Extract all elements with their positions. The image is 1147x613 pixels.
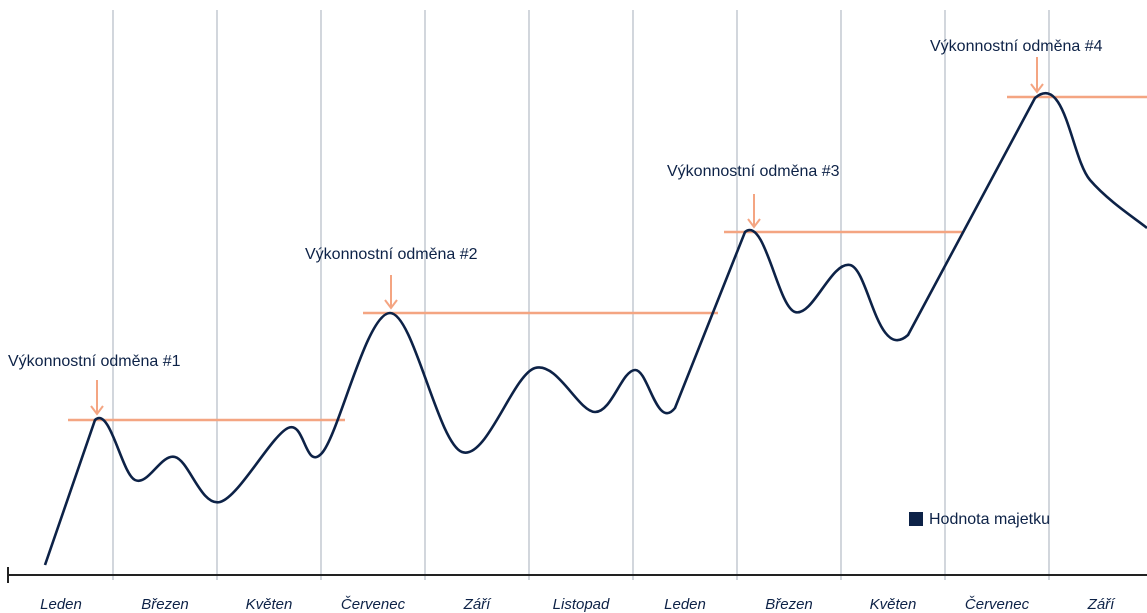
legend-swatch [909, 512, 923, 526]
x-tick-label: Září [1087, 596, 1117, 613]
legend-label: Hodnota majetku [929, 511, 1050, 528]
x-tick-label: Březen [141, 596, 189, 613]
x-labels: Leden Březen Květen Červenec Září Listopad Led… [40, 596, 1116, 613]
annotation: Výkonnostní odměna #3 [667, 163, 840, 180]
x-tick-label: Červenec [341, 596, 406, 613]
x-tick-label: Září [463, 596, 493, 613]
x-tick-label: Březen [765, 596, 813, 613]
x-tick-label: Květen [870, 596, 917, 613]
x-tick-label: Listopad [553, 596, 610, 613]
x-tick-label: Leden [40, 596, 82, 613]
arrows [90, 57, 1044, 416]
asset-value-line [43, 92, 1147, 566]
x-tick-label: Leden [664, 596, 706, 613]
annotation: Výkonnostní odměna #4 [930, 38, 1103, 55]
annotation: Výkonnostní odměna #2 [305, 246, 478, 263]
grid [112, 10, 1050, 580]
annotation: Výkonnostní odměna #1 [8, 353, 181, 370]
x-tick-label: Červenec [965, 596, 1030, 613]
x-tick-label: Květen [246, 596, 293, 613]
